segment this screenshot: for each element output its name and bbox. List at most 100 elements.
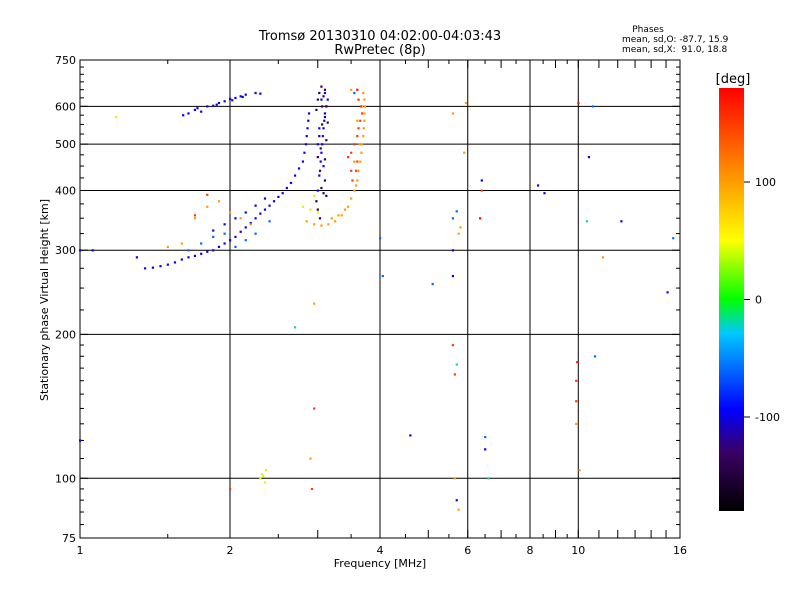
scatter-point <box>318 135 321 138</box>
scatter-point <box>272 200 276 203</box>
scatter-point <box>313 194 316 197</box>
scatter-point <box>379 237 382 240</box>
scatter-point <box>356 88 359 91</box>
scatter-point <box>193 214 197 217</box>
chart-title: Tromsø 20130310 04:02:00-04:03:43 <box>258 29 501 44</box>
scatter-point <box>206 193 209 196</box>
grid-lines <box>80 60 680 538</box>
scatter-point <box>244 226 247 229</box>
scatter-point <box>254 232 257 235</box>
x-axis-label: Frequency [MHz] <box>334 557 426 570</box>
scatter-point <box>307 112 311 115</box>
scatter-point <box>585 220 588 223</box>
scatter-point <box>321 105 324 108</box>
scatter-point <box>229 97 232 101</box>
scatter-point <box>261 473 264 476</box>
scatter-point <box>353 143 356 146</box>
scatter-point <box>229 239 232 242</box>
scatter-point <box>321 123 324 126</box>
scatter-point <box>289 181 293 185</box>
scatter-point <box>187 112 190 115</box>
y-tick-label: 300 <box>55 244 76 257</box>
scatter-point <box>357 98 360 101</box>
scatter-point <box>303 151 306 154</box>
scatter-point <box>263 197 267 200</box>
scatter-point <box>293 326 297 329</box>
scatter-point <box>212 229 215 232</box>
scatter-point <box>320 224 323 227</box>
scatter-point <box>313 407 316 410</box>
scatter-point <box>318 169 322 172</box>
scatter-point <box>166 245 169 248</box>
scatter-point <box>239 95 242 98</box>
scatter-point <box>307 119 310 122</box>
scatter-point <box>350 88 353 91</box>
scatter-point <box>455 210 458 213</box>
scatter-point <box>239 230 242 233</box>
scatter-point <box>323 119 326 122</box>
scatter-point <box>455 363 458 366</box>
scatter-point <box>323 91 327 95</box>
scatter-point <box>322 95 325 98</box>
scatter-point <box>601 256 605 259</box>
scatter-point <box>206 205 209 208</box>
scatter-point <box>318 127 321 130</box>
scatter-point <box>357 169 360 172</box>
scatter-point <box>321 135 324 138</box>
scatter-point <box>315 108 318 112</box>
scatter-point <box>480 179 483 182</box>
scatter-point <box>323 115 327 119</box>
scatter-point <box>620 220 623 223</box>
scatter-point <box>451 344 455 347</box>
scatter-point <box>593 355 597 358</box>
scatter-point <box>249 223 252 226</box>
scatter-point <box>79 439 82 442</box>
scatter-point <box>350 169 353 172</box>
scatter-point <box>173 261 177 264</box>
scatter-point <box>297 167 301 170</box>
scatter-point <box>575 400 578 403</box>
scatter-point <box>536 184 540 187</box>
y-tick-label: 400 <box>55 184 76 197</box>
scatter-point <box>353 160 356 163</box>
scatter-point <box>316 98 319 101</box>
scatter-point <box>363 119 366 122</box>
colorbar <box>719 88 744 511</box>
scatter-point <box>363 98 366 101</box>
scatter-point <box>320 98 323 101</box>
scatter-point <box>234 235 237 239</box>
scatter-point <box>363 112 366 115</box>
y-tick-label: 100 <box>55 472 76 485</box>
scatter-point <box>479 217 482 220</box>
scatter-point <box>363 105 367 108</box>
y-tick-label: 750 <box>55 54 76 67</box>
scatter-point <box>358 143 361 146</box>
scatter-point <box>244 93 247 96</box>
scatter-point <box>463 151 466 154</box>
scatter-point <box>351 179 354 182</box>
scatter-point <box>262 475 265 478</box>
scatter-point <box>322 165 325 168</box>
scatter-point <box>180 258 183 261</box>
scatter-point <box>263 481 267 484</box>
scatter-point <box>259 477 262 480</box>
scatter-point <box>323 112 327 115</box>
scatter-point <box>320 85 323 88</box>
scatter-point <box>234 245 237 248</box>
scatter-point <box>231 99 234 102</box>
phases-mean-x: mean, sd,X: 91.0, 18.8 <box>622 45 728 55</box>
scatter-point <box>310 487 314 491</box>
scatter-point <box>223 223 226 226</box>
colorbar-tick-label: -100 <box>755 411 780 424</box>
scatter-point <box>234 96 237 100</box>
scatter-point <box>193 254 197 258</box>
scatter-point <box>576 361 579 364</box>
scatter-point <box>135 256 138 259</box>
scatter-point <box>578 469 581 472</box>
scatter-point <box>359 105 362 108</box>
scatter-point <box>309 208 312 211</box>
scatter-point <box>200 242 203 245</box>
colorbar-ticks: 100 0 -100 <box>744 176 780 424</box>
scatter-point <box>353 91 356 95</box>
scatter-point <box>354 169 358 172</box>
